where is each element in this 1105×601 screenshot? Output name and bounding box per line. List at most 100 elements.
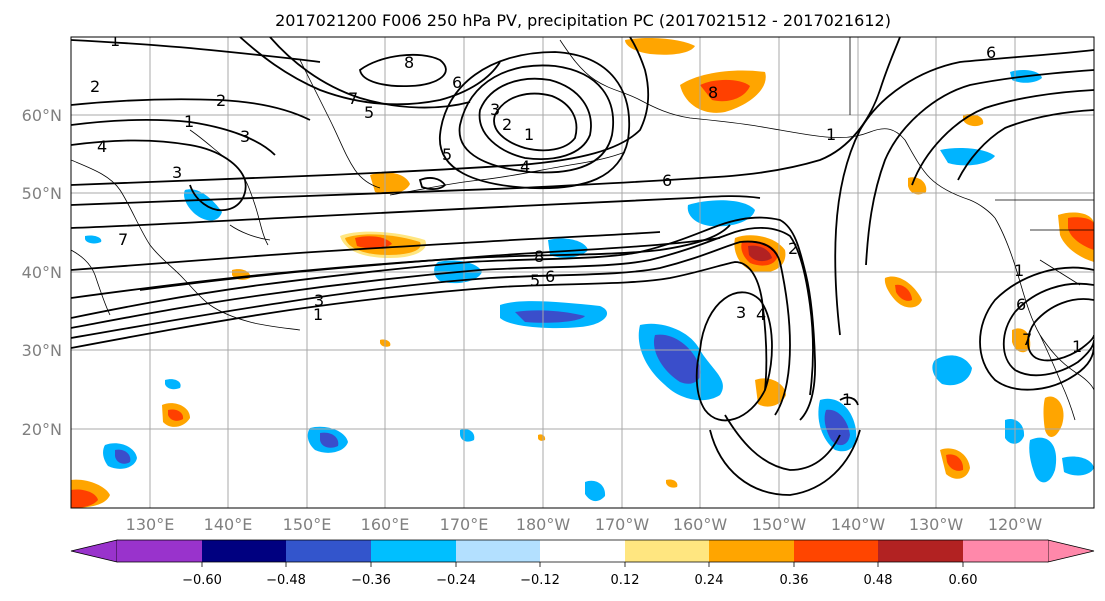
contour-label: 1 <box>826 125 836 144</box>
colorbar-segment <box>878 540 963 562</box>
contour-label: 3 <box>490 100 500 119</box>
contour-label: 2 <box>788 239 798 258</box>
colorbar-tick-label: 0.60 <box>949 573 978 588</box>
contour-label: 4 <box>520 157 530 176</box>
colorbar-tick-label: −0.24 <box>436 573 476 588</box>
pv-contour <box>239 37 501 106</box>
colorbar-segment <box>371 540 456 562</box>
lat-label: 60°N <box>22 106 62 125</box>
colorbar-tick-label: 0.12 <box>611 573 640 588</box>
contour-label: 3 <box>314 291 324 310</box>
contour-label: 7 <box>348 89 358 108</box>
pv-contour <box>71 118 276 156</box>
pv-contour <box>839 396 859 406</box>
pv-contour <box>71 98 311 121</box>
colorbar-arrow-low <box>70 539 118 563</box>
contour-label: 1 <box>110 31 120 50</box>
colorbar-segment <box>540 540 625 562</box>
pv-contour <box>71 139 247 212</box>
pv-contour <box>139 237 721 291</box>
neg-patch <box>115 449 131 464</box>
colorbar-segment <box>202 540 286 562</box>
colorbar-segment <box>456 540 540 562</box>
plot-title: 2017021200 F006 250 hPa PV, precipitatio… <box>275 11 891 30</box>
colorbar-tick-label: −0.36 <box>351 573 391 588</box>
neg-patch <box>1029 437 1057 483</box>
contour-label: 6 <box>545 267 555 286</box>
contour-label: 8 <box>708 83 718 102</box>
pos-patch <box>946 454 964 471</box>
neg-patch <box>85 235 102 244</box>
pos-patch <box>370 172 410 194</box>
pv-contour <box>865 69 1094 266</box>
colorbar-segment <box>963 540 1048 562</box>
pv-contour <box>359 53 447 87</box>
precipitation-fills <box>71 38 1094 508</box>
pos-patch <box>895 284 912 301</box>
coastline-baja <box>1039 334 1076 421</box>
pos-patch <box>71 489 98 508</box>
lat-label: 30°N <box>22 341 62 360</box>
colorbar-tick-label: −0.48 <box>266 573 306 588</box>
colorbar-segment <box>709 540 794 562</box>
colorbar: −0.60 −0.48 −0.36 −0.24 −0.12 0.12 0.24 … <box>70 539 1095 588</box>
colorbar-tick-label: 0.24 <box>695 573 724 588</box>
pv-contours <box>71 37 1094 496</box>
map-panel: 1 2 2 1 4 3 3 8 6 7 5 5 4 3 2 1 6 8 1 6 … <box>71 31 1094 508</box>
lon-label: 130°E <box>126 515 175 534</box>
neg-patch <box>824 409 850 446</box>
colorbar-tick-label: −0.12 <box>520 573 560 588</box>
pv-contour <box>695 291 773 422</box>
neg-patch <box>548 238 588 258</box>
lon-label: 130°W <box>909 515 964 534</box>
colorbar-segment <box>286 540 371 562</box>
pv-contour <box>1002 282 1094 377</box>
neg-patch <box>653 334 701 384</box>
lon-label: 140°W <box>831 515 886 534</box>
contour-label: 3 <box>240 127 250 146</box>
coastline-northamerica <box>994 217 1094 391</box>
lon-label: 180°W <box>516 515 571 534</box>
colorbar-tick-label: 0.36 <box>780 573 809 588</box>
pv-contour <box>911 89 1094 186</box>
pv-contour <box>71 227 814 396</box>
lon-label: 160°E <box>361 515 410 534</box>
pos-patch <box>755 378 786 407</box>
colorbar-ticks <box>201 562 964 567</box>
lon-label: 160°W <box>673 515 728 534</box>
contour-labels: 1 2 2 1 4 3 3 8 6 7 5 5 4 3 2 1 6 8 1 6 … <box>90 31 1082 409</box>
pos-patch <box>168 409 184 421</box>
pv-contour <box>458 64 614 174</box>
neg-patch <box>320 432 339 448</box>
pos-patch <box>625 38 695 55</box>
pv-contour <box>439 51 630 190</box>
contour-label: 1 <box>1014 261 1024 280</box>
coastline-asia <box>71 159 301 331</box>
lat-label: 20°N <box>22 420 62 439</box>
contour-label: 1 <box>524 125 534 144</box>
lat-label: 40°N <box>22 263 62 282</box>
contour-label: 3 <box>172 163 182 182</box>
pv-contour <box>71 261 768 391</box>
lon-labels: 130°E 140°E 150°E 160°E 170°E 180°W 170°… <box>126 515 1043 534</box>
lat-label: 50°N <box>22 184 62 203</box>
pos-patch <box>748 245 772 262</box>
contour-label: 1 <box>184 112 194 131</box>
pv-contour <box>709 429 861 496</box>
lon-label: 170°W <box>595 515 650 534</box>
neg-patch <box>585 480 606 502</box>
pv-contour <box>478 77 592 160</box>
pv-contour <box>71 195 761 229</box>
pos-patch <box>1012 328 1031 353</box>
colorbar-segment <box>794 540 878 562</box>
contour-label: 1 <box>313 305 323 324</box>
neg-patch <box>165 379 181 390</box>
contour-label: 6 <box>1016 295 1026 314</box>
pv-contour <box>834 49 1094 336</box>
contour-label: 2 <box>90 77 100 96</box>
map-frame <box>70 36 1095 509</box>
contour-label: 1 <box>842 390 852 409</box>
border-line <box>849 37 1094 286</box>
pos-patch <box>1043 396 1064 437</box>
